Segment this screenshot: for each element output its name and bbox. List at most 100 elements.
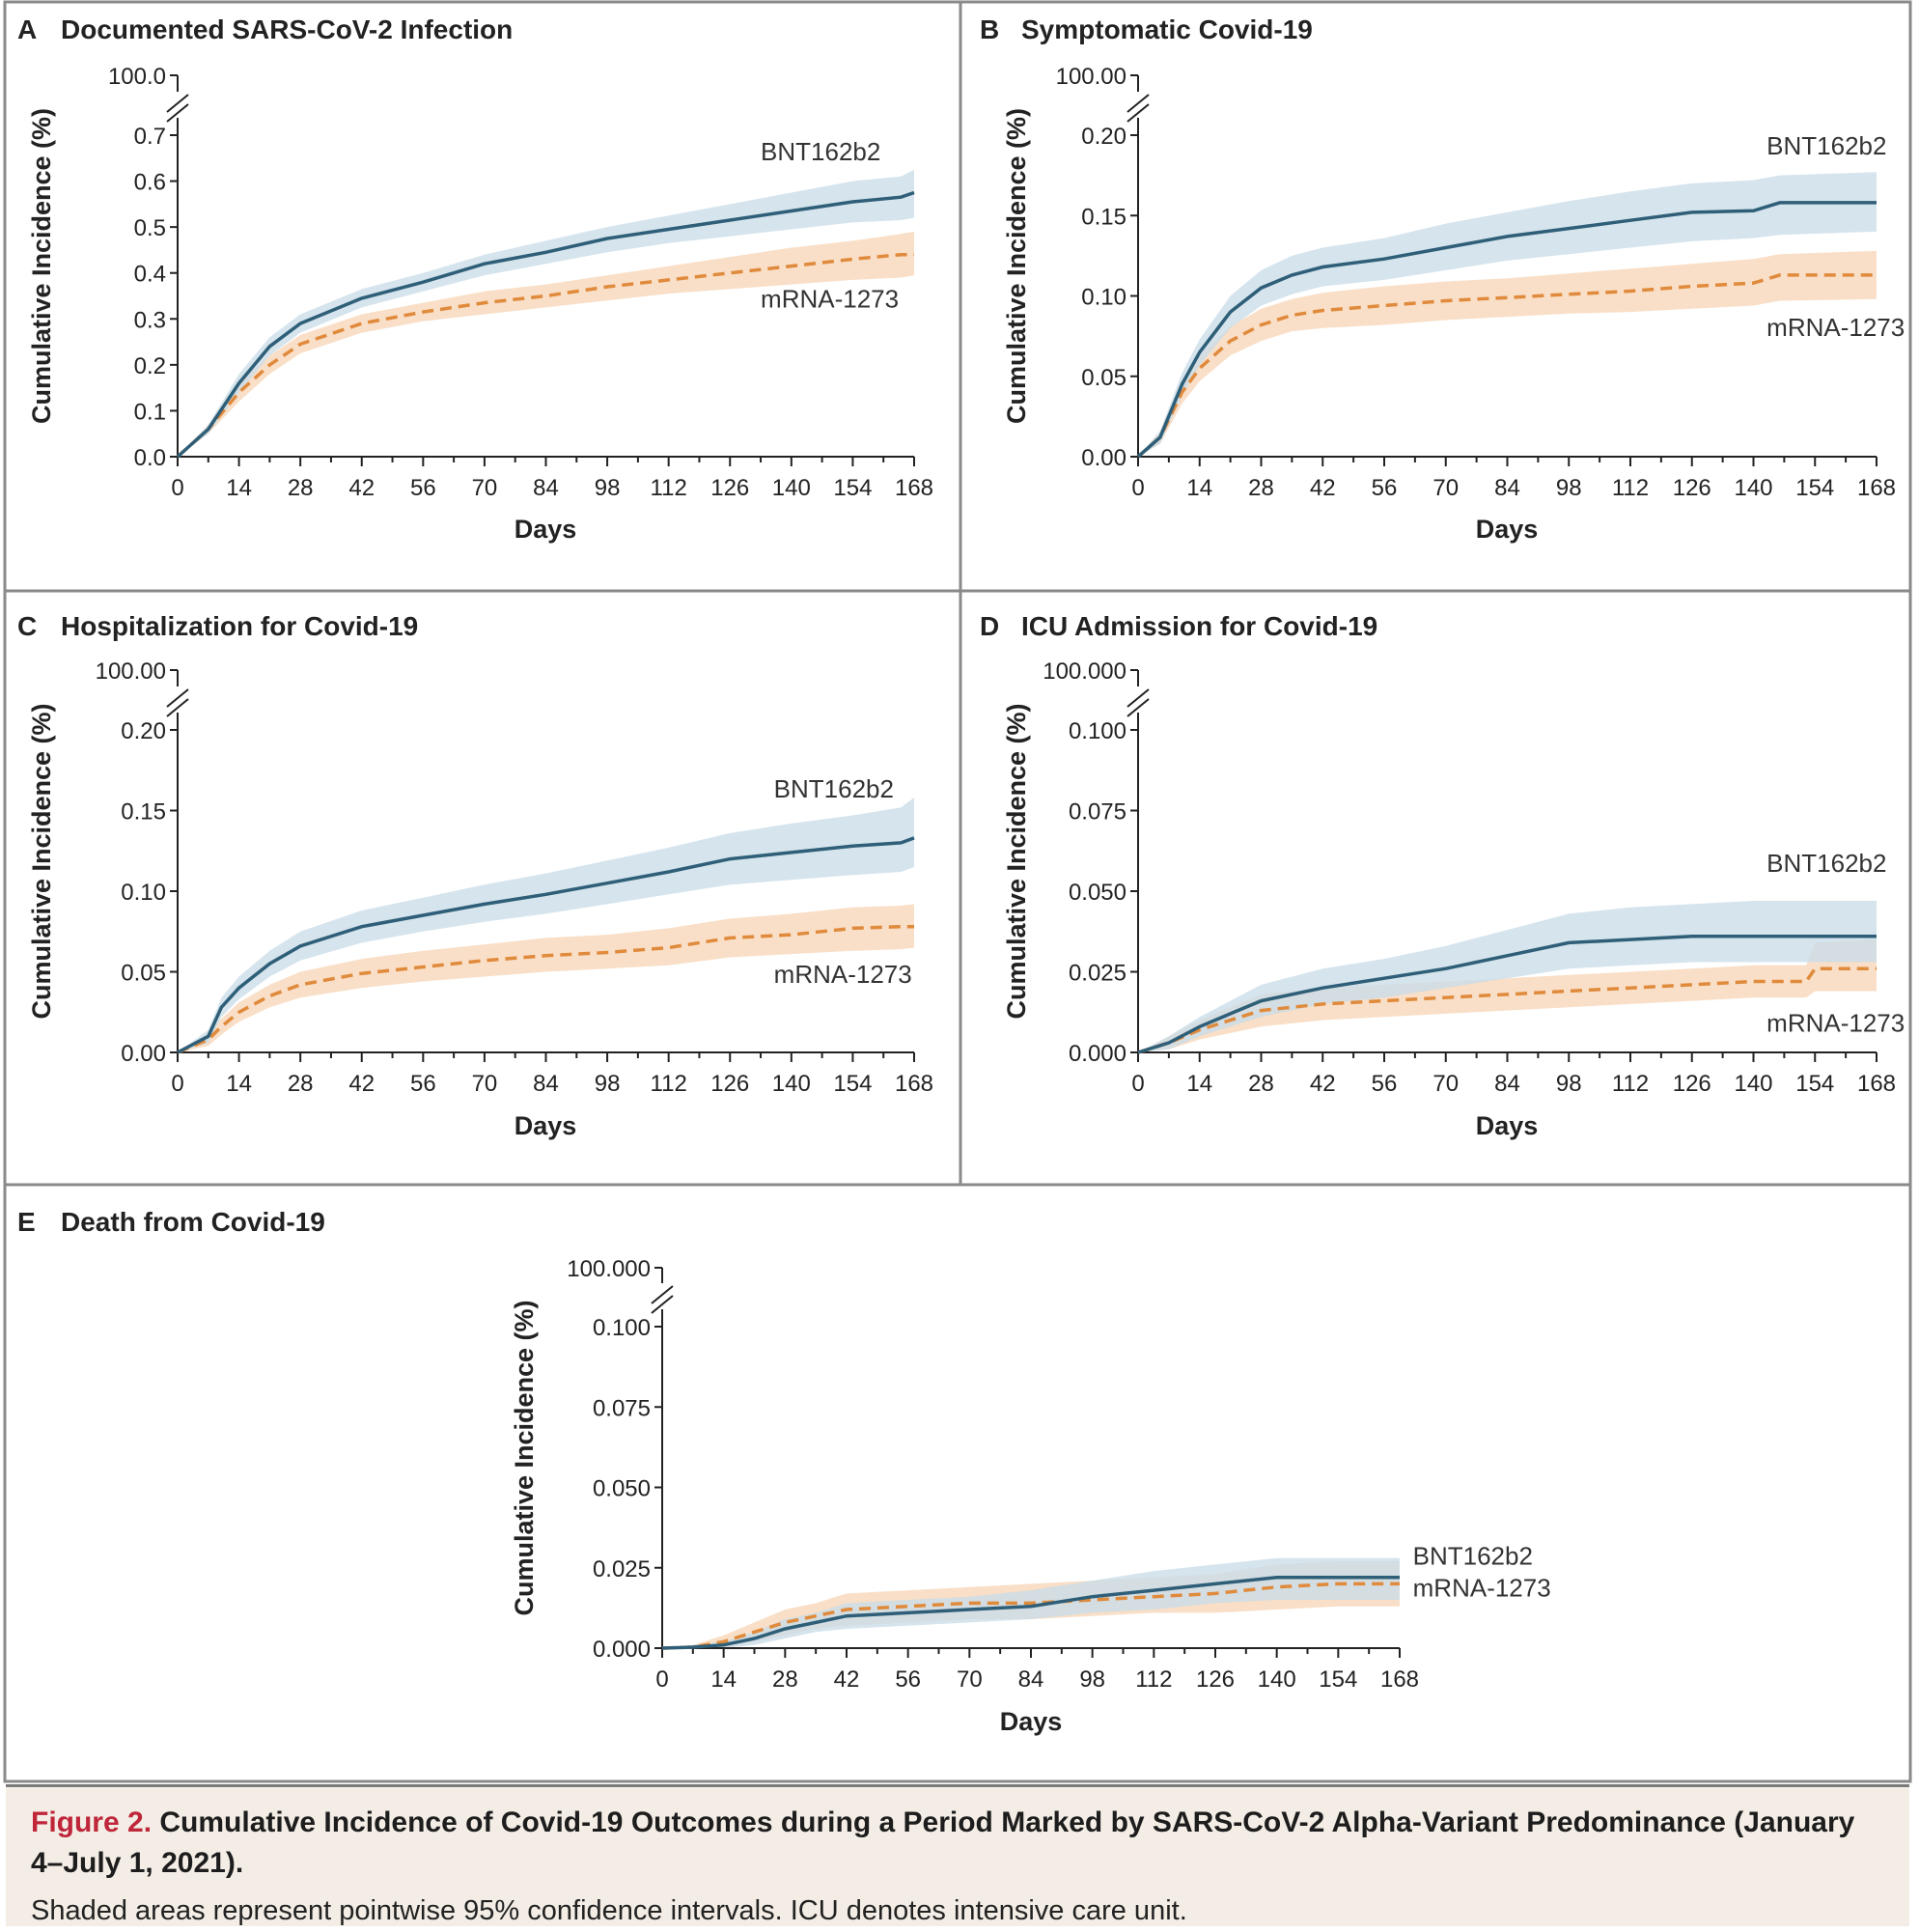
ci-band-mrna-1273 <box>178 904 914 1052</box>
series-line-bnt162b2 <box>1137 935 1877 1054</box>
x-tick-label: 98 <box>595 475 621 501</box>
x-tick-label: 98 <box>595 1071 621 1097</box>
panel-title: ICU Admission for Covid-19 <box>1021 611 1377 641</box>
plot-area: 100.00 0.00 0.05 0.10 0.15 0.20 0 14 28 42 56 70 84 9… <box>1002 64 1905 544</box>
x-tick-label: 42 <box>1310 475 1336 501</box>
x-tick-label: 140 <box>1734 475 1772 501</box>
axis-break-mark <box>1126 103 1150 123</box>
x-tick-label: 56 <box>1372 475 1398 501</box>
plot-area: 100.0 0.0 0.1 0.2 0.3 0.4 0.5 0.6 0.7 0 14 28 42 56 70… <box>27 64 933 544</box>
y-tick-label: 0.5 <box>134 215 166 241</box>
x-tick-label: 84 <box>533 1071 559 1097</box>
x-tick-label: 140 <box>1258 1666 1296 1693</box>
series-line-mrna-1273 <box>661 1582 1400 1650</box>
caption-title: Figure 2. Cumulative Incidence of Covid-… <box>31 1803 1884 1884</box>
x-tick-label: 112 <box>651 1071 687 1097</box>
x-tick-label: 154 <box>833 475 872 501</box>
x-tick-label: 28 <box>772 1666 798 1693</box>
x-tick-label: 56 <box>410 475 436 501</box>
series-label-mrna-1273: mRNA-1273 <box>761 284 899 313</box>
x-tick-label: 70 <box>472 1071 498 1097</box>
x-tick-label: 168 <box>1380 1666 1419 1693</box>
x-axis-label: Days <box>515 1111 577 1140</box>
plot-area: 100.00 0.00 0.05 0.10 0.15 0.20 0 14 28 42 56 70 84 9… <box>27 658 933 1140</box>
y-tick-label: 0.000 <box>1069 1041 1126 1067</box>
y-axis-label: Cumulative Incidence (%) <box>510 1300 539 1615</box>
axis-break-mark <box>166 698 189 717</box>
x-axis-label: Days <box>1476 1111 1539 1140</box>
panel-title: Death from Covid-19 <box>61 1207 325 1237</box>
series-line-mrna-1273 <box>176 252 914 459</box>
y-tick-label: 0.20 <box>1081 124 1126 150</box>
series-line-bnt162b2 <box>177 836 915 1054</box>
x-tick-label: 126 <box>710 1071 749 1097</box>
x-tick-label: 70 <box>1432 475 1459 501</box>
x-tick-label: 84 <box>1494 475 1520 501</box>
x-tick-label: 70 <box>957 1666 983 1693</box>
ci-band-mrna-1273 <box>1138 250 1877 457</box>
y-axis-label: Cumulative Incidence (%) <box>27 703 56 1019</box>
series-label-bnt162b2: BNT162b2 <box>1413 1541 1533 1570</box>
panel-a: A Documented SARS-CoV-2 Infection 100.0 0… <box>17 14 933 544</box>
axis-break-mark <box>1126 688 1150 708</box>
panel-e: E Death from Covid-19 100.000 0.000 0.025 0… <box>17 1207 1551 1736</box>
x-tick-label: 154 <box>1795 1071 1834 1097</box>
x-tick-label: 0 <box>1131 1071 1144 1097</box>
x-tick-label: 126 <box>1673 1071 1711 1097</box>
ci-band-bnt162b2 <box>1138 901 1877 1052</box>
y-tick-label: 0.0 <box>134 445 166 471</box>
x-tick-label: 0 <box>171 1071 183 1097</box>
x-tick-label: 140 <box>772 475 811 501</box>
y-break-label: 100.0 <box>108 64 166 90</box>
caption-label: Figure 2. <box>31 1806 153 1838</box>
panel-borders <box>3 0 1912 1783</box>
y-tick-label: 0.4 <box>134 262 166 288</box>
axis-break-mark <box>1126 698 1150 717</box>
x-tick-label: 0 <box>1131 475 1144 501</box>
y-tick-label: 0.050 <box>1069 880 1126 906</box>
plot-area: 100.000 0.000 0.025 0.050 0.075 0.100 0 14 28 42 5… <box>510 1256 1551 1736</box>
series-label-mrna-1273: mRNA-1273 <box>774 960 912 989</box>
y-axis-label: Cumulative Incidence (%) <box>1002 108 1031 424</box>
x-tick-label: 14 <box>1186 475 1212 501</box>
y-break-label: 100.000 <box>1043 658 1126 685</box>
y-tick-label: 0.100 <box>593 1315 651 1341</box>
x-tick-label: 112 <box>651 475 687 501</box>
ci-band-bnt162b2 <box>1138 172 1877 458</box>
ci-band-bnt162b2 <box>178 798 914 1052</box>
x-tick-label: 0 <box>655 1666 668 1693</box>
caption-title-text: Cumulative Incidence of Covid-19 Outcome… <box>31 1806 1855 1879</box>
series-line-mrna-1273 <box>1137 966 1877 1054</box>
panel-letter: C <box>17 611 37 641</box>
y-tick-label: 0.15 <box>1081 204 1126 230</box>
y-tick-label: 0.075 <box>593 1395 651 1421</box>
x-tick-label: 126 <box>1673 475 1711 501</box>
axis-break-mark <box>166 688 189 708</box>
y-break-label: 100.000 <box>567 1256 651 1282</box>
series-label-mrna-1273: mRNA-1273 <box>1766 1008 1905 1037</box>
x-tick-label: 56 <box>410 1071 436 1097</box>
x-tick-label: 28 <box>1248 1071 1274 1097</box>
y-tick-label: 0.05 <box>121 961 166 987</box>
panel-letter: A <box>17 14 37 44</box>
y-tick-label: 0.6 <box>134 170 166 196</box>
y-tick-label: 0.100 <box>1069 718 1126 744</box>
series-label-bnt162b2: BNT162b2 <box>774 774 894 803</box>
panel-title: Symptomatic Covid-19 <box>1021 14 1313 44</box>
x-tick-label: 126 <box>710 475 749 501</box>
x-axis-label: Days <box>1000 1707 1063 1736</box>
x-tick-label: 14 <box>1186 1071 1212 1097</box>
x-tick-label: 28 <box>1248 475 1274 501</box>
y-tick-label: 0.10 <box>121 880 166 906</box>
y-tick-label: 0.025 <box>1069 961 1126 987</box>
x-tick-label: 154 <box>1319 1666 1357 1693</box>
y-tick-label: 0.1 <box>134 399 166 425</box>
x-tick-label: 84 <box>533 475 559 501</box>
y-break-label: 100.00 <box>1056 64 1126 90</box>
series-line-bnt162b2 <box>661 1575 1400 1650</box>
y-tick-label: 0.20 <box>121 718 166 744</box>
x-tick-label: 98 <box>1079 1666 1105 1693</box>
panel-b: B Symptomatic Covid-19 100.00 0.00 0.05 0.1… <box>980 14 1905 544</box>
x-axis-label: Days <box>515 515 577 544</box>
x-tick-label: 42 <box>1310 1071 1336 1097</box>
